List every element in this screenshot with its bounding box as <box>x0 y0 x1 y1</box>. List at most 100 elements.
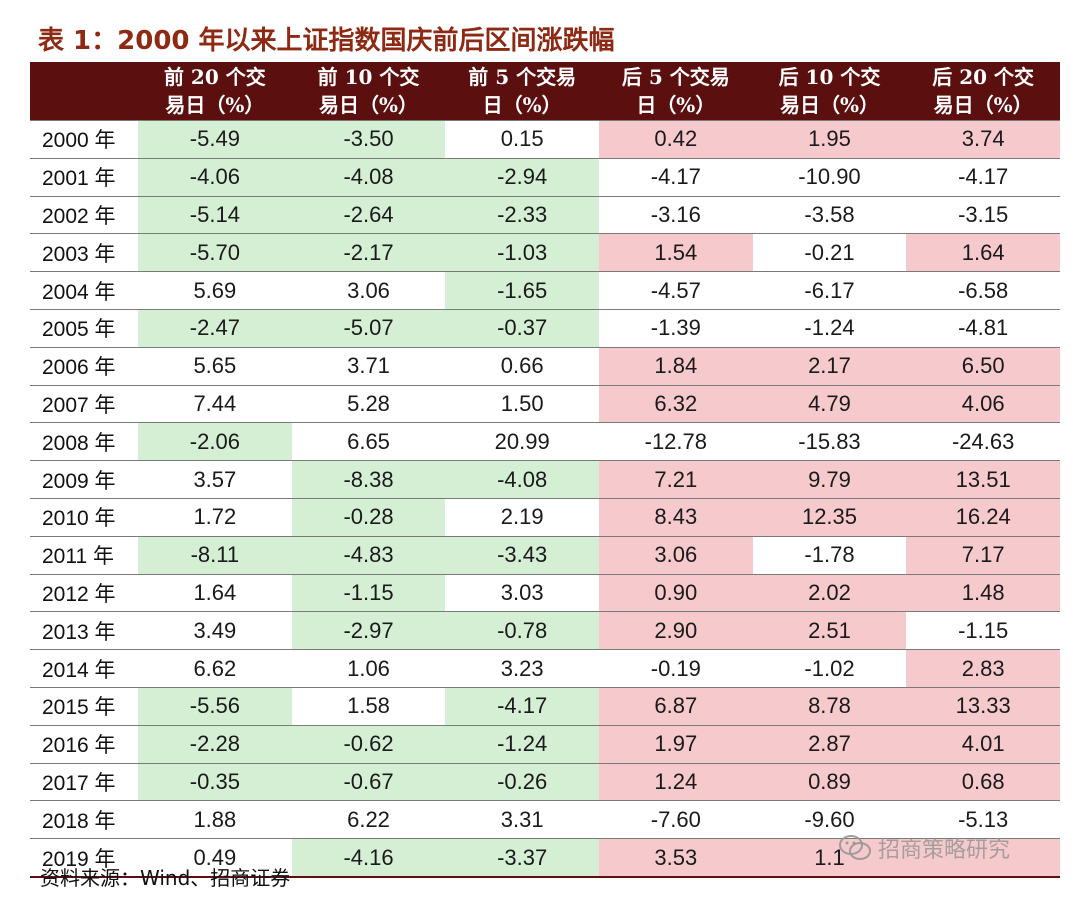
value-cell: 13.33 <box>906 686 1060 726</box>
table-title: 表 1：2000 年以来上证指数国庆前后区间涨跌幅 <box>38 26 615 56</box>
header-line: 易日（%） <box>319 93 419 117</box>
year-cell: 2001 年 <box>30 157 139 197</box>
value-cell: 4.06 <box>906 384 1060 423</box>
value-cell: 2.02 <box>752 573 907 612</box>
value-cell: -1.78 <box>752 535 907 575</box>
table-row: 2018 年 1.88 6.22 3.31 -7.60 -9.60 -5.13 <box>30 800 1060 839</box>
value-cell: 1.88 <box>138 800 292 839</box>
value-cell: 3.03 <box>445 573 599 612</box>
value-cell: -0.67 <box>291 762 446 801</box>
value-cell: 5.69 <box>138 271 292 310</box>
value-cell: 3.23 <box>445 649 599 688</box>
year-cell: 2009 年 <box>30 460 139 499</box>
value-cell: -2.94 <box>445 157 599 197</box>
year-cell: 2013 年 <box>30 611 139 650</box>
header-post10: 后 10 个交 易日（%） <box>752 62 907 121</box>
header-line: 易日（%） <box>165 93 265 117</box>
value-cell: -0.21 <box>752 233 907 272</box>
header-line: 后 20 个交 <box>932 65 1035 89</box>
value-cell: -1.65 <box>445 271 599 310</box>
header-line: 后 5 个交易 <box>621 65 730 89</box>
wechat-icon <box>838 833 872 863</box>
value-cell: 9.79 <box>752 460 907 499</box>
table-row: 2010 年 1.72 -0.28 2.19 8.43 12.35 16.24 <box>30 497 1060 537</box>
value-cell: -5.13 <box>906 800 1060 839</box>
value-cell: -5.49 <box>138 120 292 159</box>
value-cell: -2.33 <box>445 195 599 234</box>
watermark-text: 招商策略研究 <box>878 838 1011 863</box>
value-cell: -4.83 <box>291 535 446 575</box>
value-cell: -1.15 <box>906 611 1060 650</box>
value-cell: 3.74 <box>906 120 1060 159</box>
value-cell: 7.44 <box>138 384 292 423</box>
table-row: 2006 年 5.65 3.71 0.66 1.84 2.17 6.50 <box>30 346 1060 386</box>
value-cell: -4.17 <box>445 686 599 726</box>
header-line: 日（%） <box>482 93 562 117</box>
year-cell: 2014 年 <box>30 649 139 688</box>
value-cell: 1.64 <box>138 573 292 612</box>
value-cell: -0.62 <box>291 724 446 764</box>
year-cell: 2016 年 <box>30 724 139 764</box>
value-cell: -4.16 <box>291 838 446 878</box>
value-cell: 3.57 <box>138 460 292 499</box>
value-cell: 2.83 <box>906 649 1060 688</box>
value-cell: -12.78 <box>599 422 753 461</box>
table-row: 2015 年 -5.56 1.58 -4.17 6.87 8.78 13.33 <box>30 686 1060 726</box>
value-cell: -1.39 <box>599 308 753 348</box>
value-cell: -2.28 <box>138 724 292 764</box>
year-cell: 2006 年 <box>30 346 139 386</box>
year-cell: 2007 年 <box>30 384 139 423</box>
value-cell: -0.37 <box>445 308 599 348</box>
value-cell: -5.70 <box>138 233 292 272</box>
value-cell: 1.72 <box>138 497 292 537</box>
value-cell: 8.78 <box>752 686 907 726</box>
value-cell: 3.49 <box>138 611 292 650</box>
value-cell: 3.06 <box>291 271 446 310</box>
value-cell: -0.78 <box>445 611 599 650</box>
value-cell: 6.50 <box>906 346 1060 386</box>
value-cell: -15.83 <box>752 422 907 461</box>
value-cell: -5.14 <box>138 195 292 234</box>
value-cell: 13.51 <box>906 460 1060 499</box>
header-line: 易日（%） <box>933 93 1033 117</box>
year-cell: 2010 年 <box>30 497 139 537</box>
value-cell: 3.31 <box>445 800 599 839</box>
header-pre20: 前 20 个交 易日（%） <box>138 62 292 121</box>
value-cell: -0.19 <box>599 649 753 688</box>
table-row: 2011 年 -8.11 -4.83 -3.43 3.06 -1.78 7.17 <box>30 535 1060 575</box>
value-cell: -10.90 <box>752 157 907 197</box>
value-cell: 5.65 <box>138 346 292 386</box>
value-cell: -4.57 <box>599 271 753 310</box>
value-cell: -9.60 <box>752 800 907 839</box>
value-cell: -1.02 <box>752 649 907 688</box>
value-cell: -4.08 <box>445 460 599 499</box>
header-pre5: 前 5 个交易 日（%） <box>445 62 599 121</box>
value-cell: 6.87 <box>599 686 753 726</box>
value-cell: -3.37 <box>445 838 599 878</box>
value-cell: -8.38 <box>291 460 446 499</box>
value-cell: -8.11 <box>138 535 292 575</box>
value-cell: 1.84 <box>599 346 753 386</box>
value-cell: -3.58 <box>752 195 907 234</box>
value-cell: 1.06 <box>291 649 446 688</box>
header-post20: 后 20 个交 易日（%） <box>906 62 1060 121</box>
value-cell: -0.26 <box>445 762 599 801</box>
year-cell: 2017 年 <box>30 762 139 801</box>
value-cell: 1.1 <box>752 838 907 878</box>
table-row: 2004 年 5.69 3.06 -1.65 -4.57 -6.17 -6.58 <box>30 271 1060 310</box>
value-cell: -2.06 <box>138 422 292 461</box>
value-cell: -1.15 <box>291 573 446 612</box>
value-cell: -5.07 <box>291 308 446 348</box>
value-cell: 2.19 <box>445 497 599 537</box>
table-row: 2001 年 -4.06 -4.08 -2.94 -4.17 -10.90 -4.17 <box>30 157 1060 197</box>
value-cell: -4.17 <box>906 157 1060 197</box>
value-cell: 1.97 <box>599 724 753 764</box>
value-cell: -7.60 <box>599 800 753 839</box>
value-cell: 2.87 <box>752 724 907 764</box>
table-row: 2008 年 -2.06 6.65 20.99 -12.78 -15.83 -24.63 <box>30 422 1060 461</box>
value-cell: 3.06 <box>599 535 753 575</box>
value-cell: -0.35 <box>138 762 292 801</box>
table-row: 2019 年 0.49 -4.16 -3.37 3.53 1.1 <box>30 838 1060 878</box>
value-cell: -4.08 <box>291 157 446 197</box>
header-line: 日（%） <box>636 93 716 117</box>
